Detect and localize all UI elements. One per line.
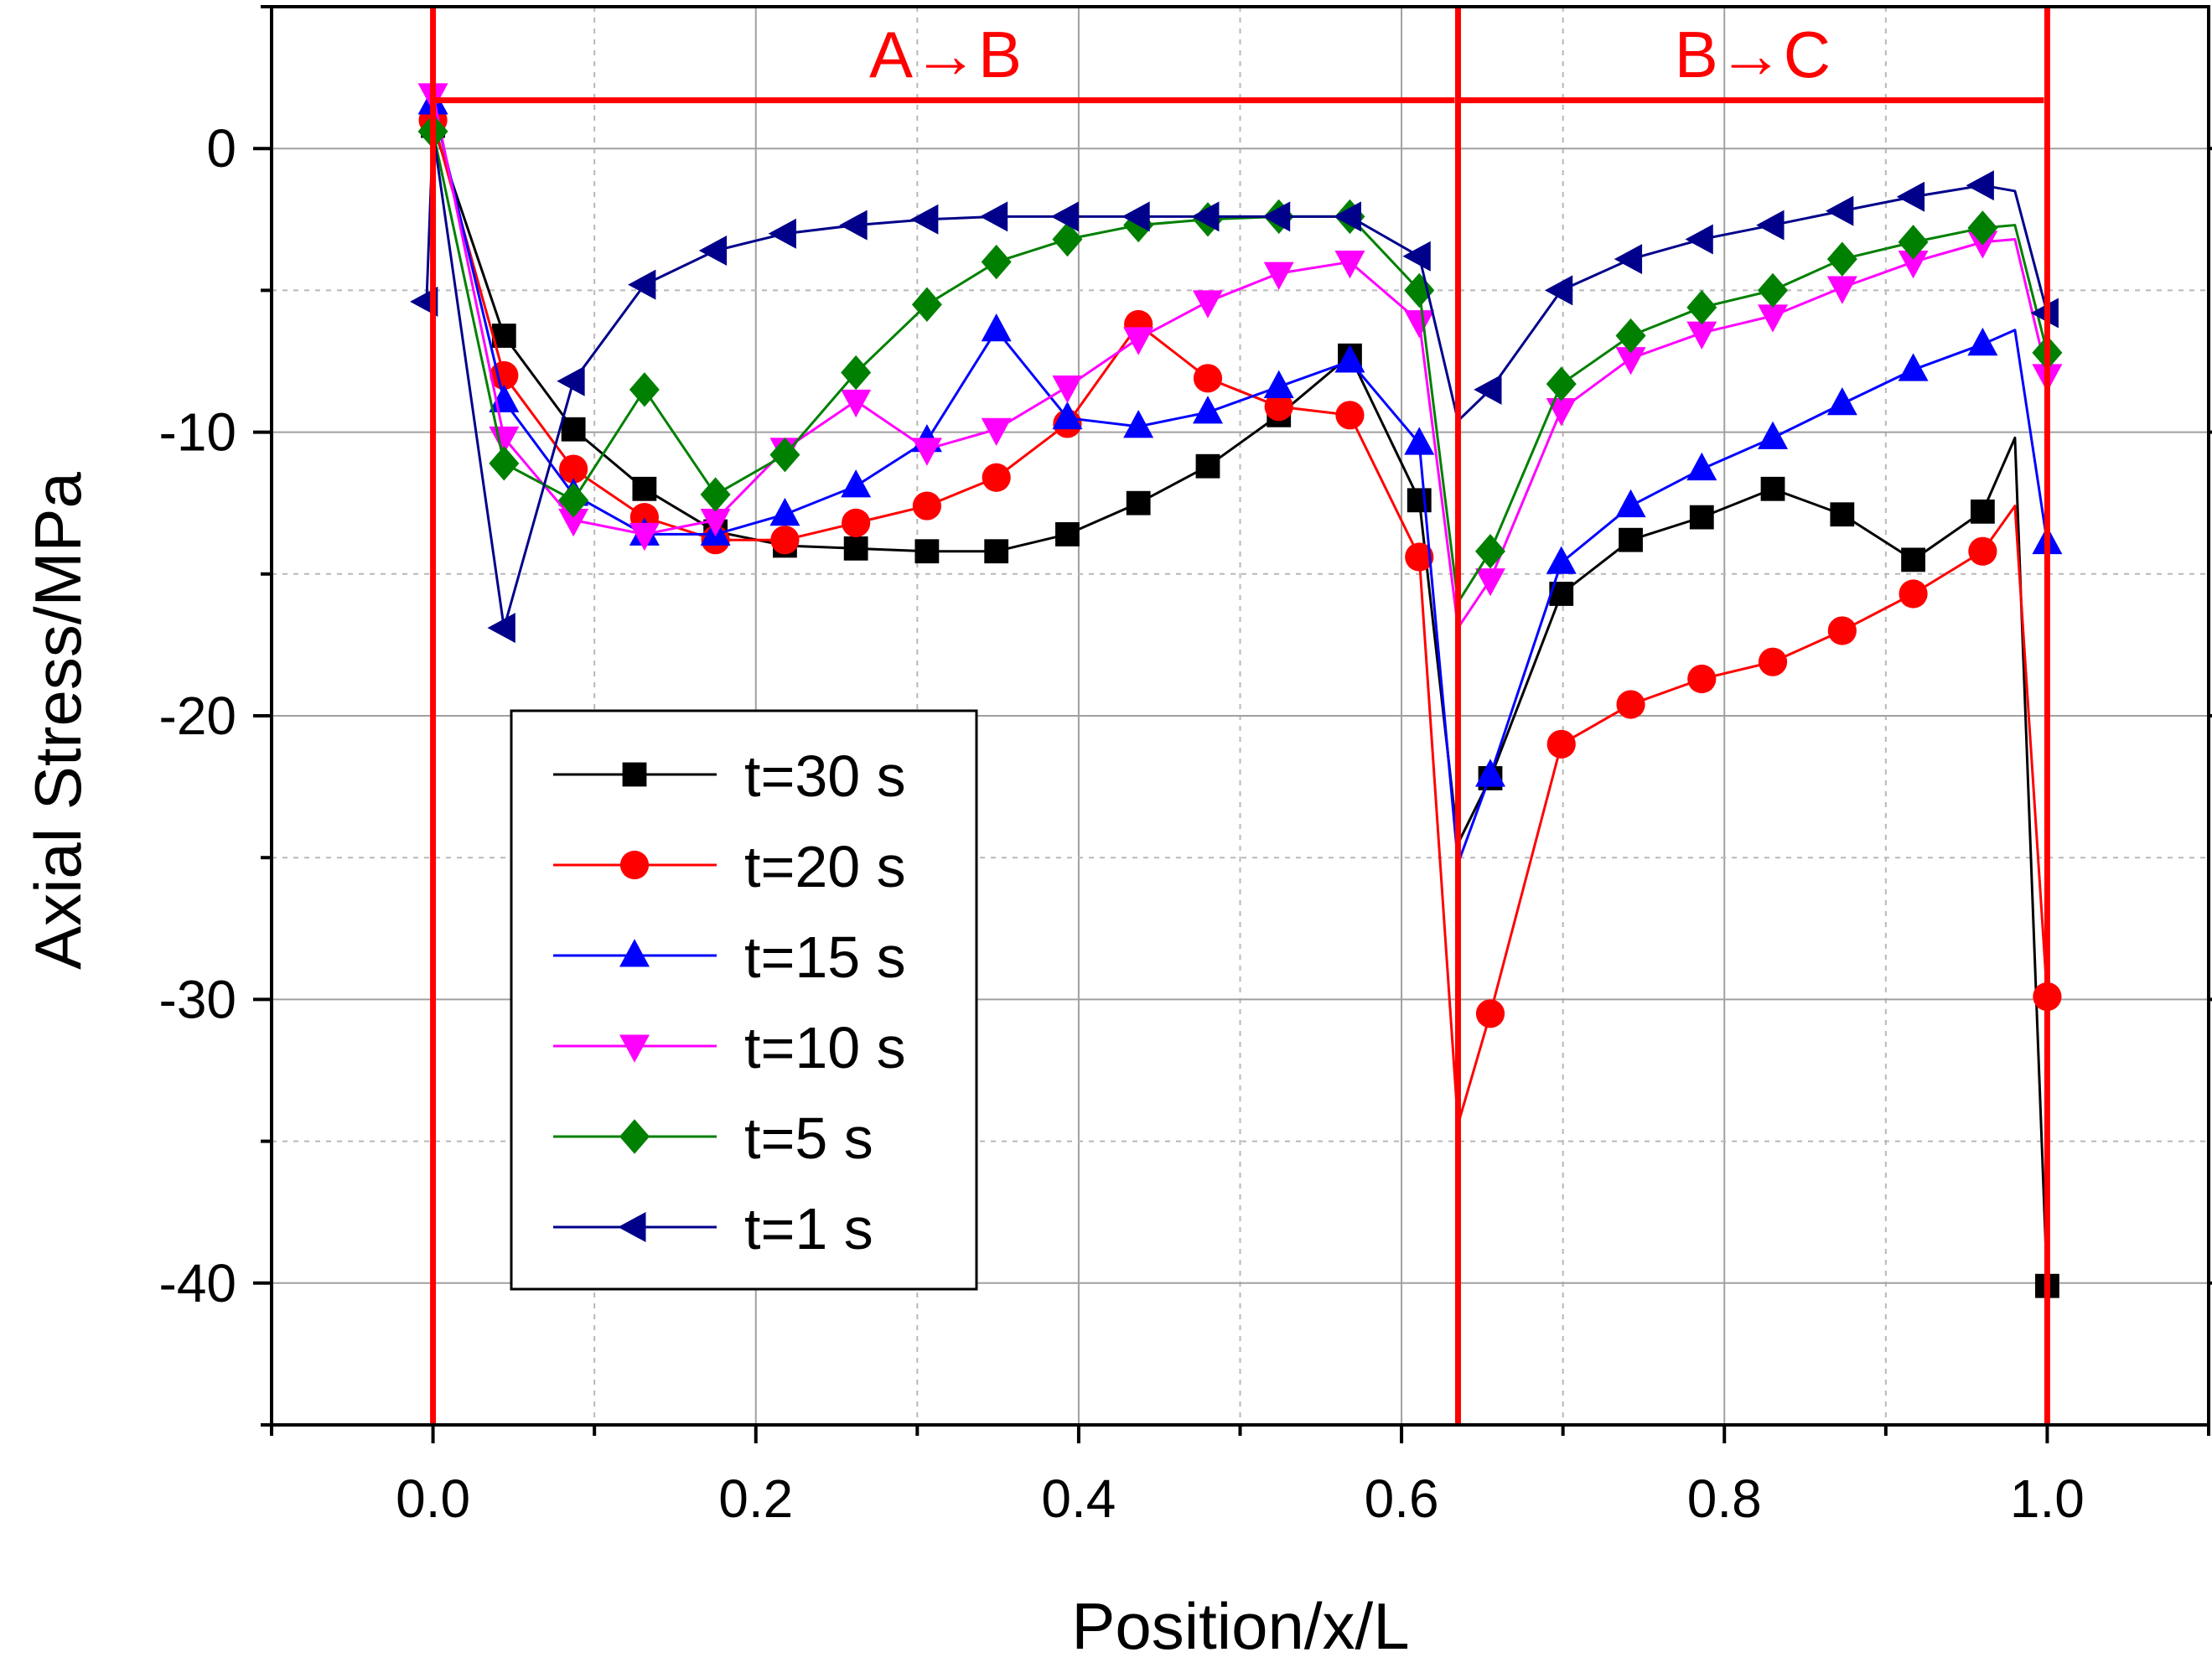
data-point bbox=[628, 270, 655, 300]
region-label: B→C bbox=[1675, 18, 1831, 91]
data-point bbox=[1546, 366, 1577, 401]
data-point bbox=[1616, 489, 1646, 517]
data-point bbox=[1897, 182, 1924, 212]
data-point bbox=[1476, 999, 1505, 1028]
legend-marker bbox=[623, 763, 647, 787]
legend-label: t=15 s bbox=[744, 925, 906, 990]
x-tick-label: 1.0 bbox=[2010, 1468, 2085, 1529]
legend-marker bbox=[620, 851, 649, 879]
data-point bbox=[562, 417, 586, 442]
x-tick-label: 0.6 bbox=[1365, 1468, 1439, 1529]
y-tick-label: -10 bbox=[159, 402, 237, 463]
data-point bbox=[1193, 290, 1223, 318]
data-point bbox=[770, 526, 799, 554]
x-tick-label: 0.4 bbox=[1041, 1468, 1116, 1529]
data-point bbox=[632, 477, 656, 501]
legend-label: t=10 s bbox=[744, 1015, 906, 1080]
data-point bbox=[1827, 387, 1857, 415]
data-point bbox=[1616, 690, 1645, 718]
data-point bbox=[1475, 568, 1505, 596]
x-tick-label: 0.0 bbox=[396, 1468, 470, 1529]
region-label: A→B bbox=[869, 18, 1022, 91]
legend-label: t=20 s bbox=[744, 834, 906, 899]
data-point bbox=[1758, 273, 1788, 308]
x-axis-title: Position/x/L bbox=[1071, 1589, 1409, 1663]
data-point bbox=[910, 205, 938, 235]
data-point bbox=[1686, 453, 1717, 480]
data-point bbox=[982, 464, 1011, 492]
data-point bbox=[984, 539, 1008, 563]
data-point bbox=[842, 509, 870, 537]
data-point bbox=[982, 245, 1012, 279]
data-point bbox=[1402, 241, 1430, 272]
data-point bbox=[769, 219, 796, 249]
data-point bbox=[1404, 310, 1434, 338]
data-point bbox=[1619, 528, 1643, 552]
y-tick-label: -20 bbox=[159, 686, 237, 746]
data-point bbox=[1687, 665, 1716, 693]
data-point bbox=[1547, 730, 1576, 759]
data-point bbox=[699, 236, 727, 266]
data-point bbox=[1546, 546, 1577, 573]
data-point bbox=[1968, 537, 1997, 566]
data-point bbox=[841, 469, 871, 497]
legend-label: t=30 s bbox=[744, 743, 906, 809]
data-point bbox=[1407, 488, 1432, 512]
data-point bbox=[1196, 454, 1220, 479]
data-point bbox=[982, 313, 1012, 341]
data-point bbox=[1758, 422, 1788, 449]
data-point bbox=[1686, 290, 1717, 324]
legend-label: t=5 s bbox=[744, 1106, 873, 1171]
y-tick-label: 0 bbox=[206, 118, 236, 179]
data-point bbox=[1901, 547, 1925, 572]
data-point bbox=[1761, 477, 1785, 501]
data-point bbox=[1971, 500, 1995, 524]
data-point bbox=[1756, 210, 1784, 241]
legend-label: t=1 s bbox=[744, 1196, 873, 1261]
data-point bbox=[1899, 579, 1927, 608]
data-point bbox=[841, 390, 871, 417]
legend: t=30 s t=20 s t=15 s t=10 s t=5 s t=1 s bbox=[511, 711, 976, 1289]
data-point bbox=[1055, 522, 1080, 546]
data-point bbox=[1546, 398, 1577, 426]
data-point bbox=[701, 477, 731, 511]
data-point bbox=[1475, 534, 1505, 568]
data-point bbox=[1967, 328, 1997, 355]
data-point bbox=[1828, 616, 1857, 645]
data-point bbox=[769, 498, 800, 526]
axis-layer: 0.0 0.2 0.4 0.6 0.8 1.0 0 -10 -20 -30 -40 bbox=[159, 7, 2212, 1529]
data-point bbox=[1827, 241, 1857, 276]
data-point bbox=[1194, 364, 1222, 392]
data-point bbox=[913, 491, 941, 520]
data-point bbox=[1826, 196, 1853, 226]
data-point bbox=[629, 523, 660, 551]
data-point bbox=[1690, 505, 1714, 530]
y-tick-label: -40 bbox=[159, 1253, 237, 1313]
data-point bbox=[629, 372, 660, 407]
data-point bbox=[1545, 275, 1572, 305]
x-tick-label: 0.8 bbox=[1687, 1468, 1762, 1529]
data-point bbox=[912, 287, 942, 322]
data-point bbox=[1830, 502, 1854, 526]
data-point bbox=[1127, 491, 1151, 515]
data-point bbox=[839, 210, 867, 241]
data-point bbox=[844, 536, 868, 561]
data-point bbox=[914, 539, 939, 563]
data-point bbox=[1335, 401, 1364, 429]
data-point bbox=[1759, 648, 1787, 676]
data-point bbox=[1264, 262, 1294, 290]
data-point bbox=[1685, 224, 1712, 254]
x-tick-label: 0.2 bbox=[718, 1468, 793, 1529]
series-line bbox=[427, 132, 2048, 628]
y-axis-title: Axial Stress/MPa bbox=[21, 471, 95, 969]
y-tick-label: -30 bbox=[159, 969, 237, 1029]
data-point bbox=[1966, 170, 1994, 200]
data-point bbox=[1614, 244, 1642, 274]
data-point bbox=[980, 201, 1008, 231]
